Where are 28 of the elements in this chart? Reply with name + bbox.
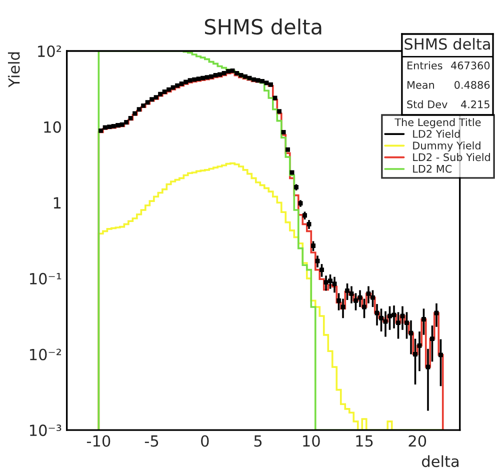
y-tick-label: 10⁻³	[30, 424, 62, 436]
x-tick-label: 20	[408, 435, 426, 447]
y-tick-label: 1	[54, 197, 61, 208]
annotation: Mean	[408, 81, 434, 89]
x-tick-label: -5	[144, 435, 158, 447]
text: 4.215	[460, 100, 490, 108]
chart-title: SHMS delta	[204, 18, 322, 35]
x-tick-label: 15	[356, 435, 373, 447]
annotation: Entries	[408, 61, 442, 70]
annotation: 467360	[451, 62, 490, 70]
legend-label: Dummy Yield	[413, 141, 480, 152]
y-tick-label: 10²	[38, 45, 61, 58]
legend-label: LD2 - Sub Yield	[413, 153, 490, 162]
x-tick-label: -10	[86, 435, 110, 447]
x-tick-label: 0	[201, 435, 209, 447]
legend-title: The Legend Title	[394, 118, 481, 128]
text: SHMS delta	[404, 38, 490, 50]
y-axis-title: Yield	[8, 52, 20, 88]
x-tick-label: 5	[254, 435, 262, 447]
annotation: Std Dev	[407, 100, 448, 108]
y-tick-label: 10⁻¹	[30, 272, 62, 284]
x-axis-title: delta	[422, 455, 458, 468]
x-tick-label: 10	[303, 435, 320, 447]
y-tick-label: 10⁻²	[30, 348, 61, 360]
legend-label: LD2 Yield	[413, 130, 460, 138]
y-tick-label: 10	[44, 121, 61, 133]
legend-label: LD2 MC	[413, 164, 452, 173]
annotation: 0.4886	[454, 80, 490, 89]
